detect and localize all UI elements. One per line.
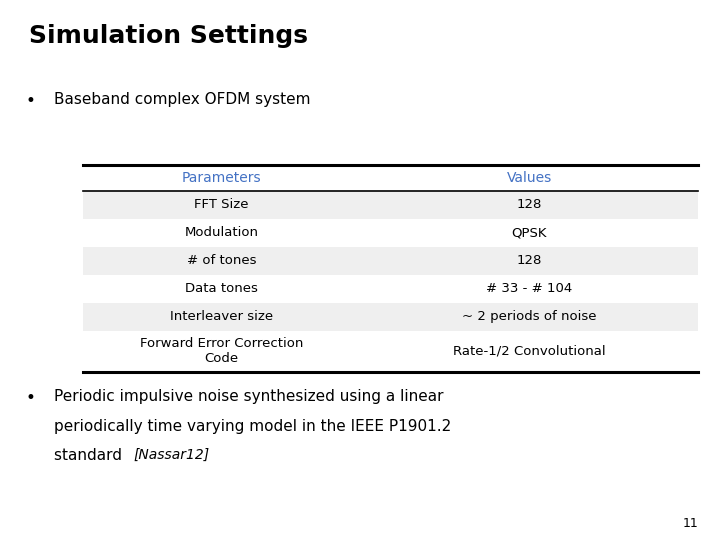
FancyBboxPatch shape	[83, 303, 698, 331]
Text: QPSK: QPSK	[511, 226, 547, 239]
Text: Rate-1/2 Convolutional: Rate-1/2 Convolutional	[453, 345, 606, 358]
Text: periodically time varying model in the IEEE P1901.2: periodically time varying model in the I…	[54, 418, 451, 434]
Text: Parameters: Parameters	[181, 171, 261, 185]
Text: 11: 11	[683, 517, 698, 530]
Text: Values: Values	[507, 171, 552, 185]
Text: •: •	[25, 92, 35, 110]
Text: •: •	[25, 389, 35, 407]
Text: 128: 128	[516, 198, 542, 211]
Text: Periodic impulsive noise synthesized using a linear: Periodic impulsive noise synthesized usi…	[54, 389, 444, 404]
FancyBboxPatch shape	[83, 191, 698, 219]
Text: Interleaver size: Interleaver size	[170, 310, 273, 323]
Text: [Nassar12]: [Nassar12]	[133, 448, 210, 462]
Text: # 33 - # 104: # 33 - # 104	[486, 282, 572, 295]
Text: Modulation: Modulation	[184, 226, 258, 239]
Text: Simulation Settings: Simulation Settings	[29, 24, 308, 48]
Text: ~ 2 periods of noise: ~ 2 periods of noise	[462, 310, 596, 323]
Text: Baseband complex OFDM system: Baseband complex OFDM system	[54, 92, 310, 107]
Text: # of tones: # of tones	[186, 254, 256, 267]
Text: Data tones: Data tones	[185, 282, 258, 295]
Text: 128: 128	[516, 254, 542, 267]
Text: Forward Error Correction
Code: Forward Error Correction Code	[140, 338, 303, 365]
Text: standard: standard	[54, 448, 127, 463]
FancyBboxPatch shape	[83, 247, 698, 275]
Text: FFT Size: FFT Size	[194, 198, 248, 211]
